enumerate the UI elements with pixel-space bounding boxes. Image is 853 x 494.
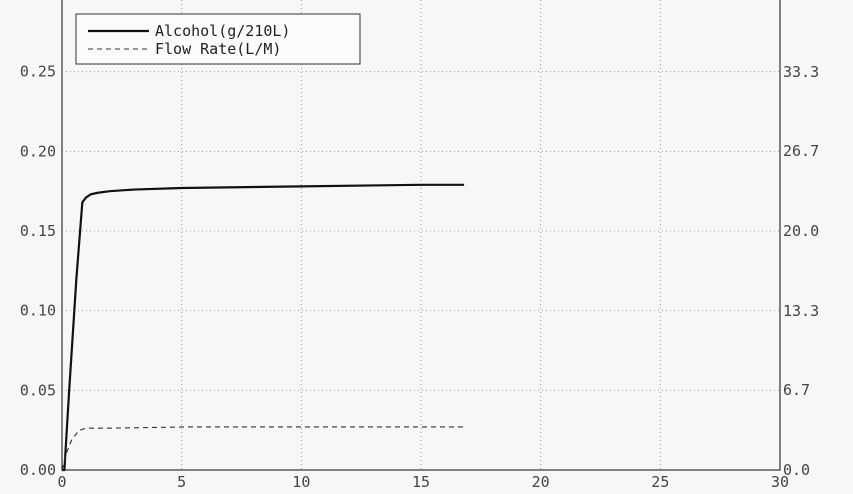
x-tick-label: 0 <box>57 473 66 491</box>
y-left-tick-label: 0.20 <box>20 142 56 160</box>
y-right-tick-labels: 0.0 6.7 13.3 20.0 26.7 33.3 <box>783 63 819 479</box>
x-tick-label: 30 <box>771 473 789 491</box>
grid-x <box>181 0 661 470</box>
y-right-tick-label: 13.3 <box>783 302 819 320</box>
x-tick-labels: 0 5 10 15 20 25 30 <box>57 473 789 491</box>
series-layer <box>61 183 465 472</box>
series-line-flow-rate <box>61 426 465 471</box>
y-right-tick-label: 0.0 <box>783 461 810 479</box>
x-tick-label: 10 <box>292 473 310 491</box>
legend-label-flow-rate: Flow Rate(L/M) <box>155 40 281 58</box>
y-left-tick-label: 0.15 <box>20 222 56 240</box>
y-right-tick-label: 33.3 <box>783 63 819 81</box>
y-left-tick-label: 0.05 <box>20 381 56 399</box>
y-left-tick-label: 0.00 <box>20 461 56 479</box>
x-tick-label: 5 <box>177 473 186 491</box>
y-left-tick-label: 0.10 <box>20 302 56 320</box>
grid-y <box>62 71 780 391</box>
x-tick-label: 15 <box>412 473 430 491</box>
y-right-tick-label: 26.7 <box>783 142 819 160</box>
x-tick-label: 20 <box>532 473 550 491</box>
x-tick-label: 25 <box>651 473 669 491</box>
legend: Alcohol(g/210L) Flow Rate(L/M) <box>75 13 361 65</box>
legend-box <box>75 13 361 65</box>
legend-label-alcohol: Alcohol(g/210L) <box>155 22 290 40</box>
y-right-tick-label: 20.0 <box>783 222 819 240</box>
y-left-tick-labels: 0.00 0.05 0.10 0.15 0.20 0.25 <box>20 63 56 479</box>
y-right-tick-label: 6.7 <box>783 381 810 399</box>
series-line-alcohol <box>62 183 465 472</box>
plot-frame <box>61 0 781 471</box>
y-left-tick-label: 0.25 <box>20 63 56 81</box>
